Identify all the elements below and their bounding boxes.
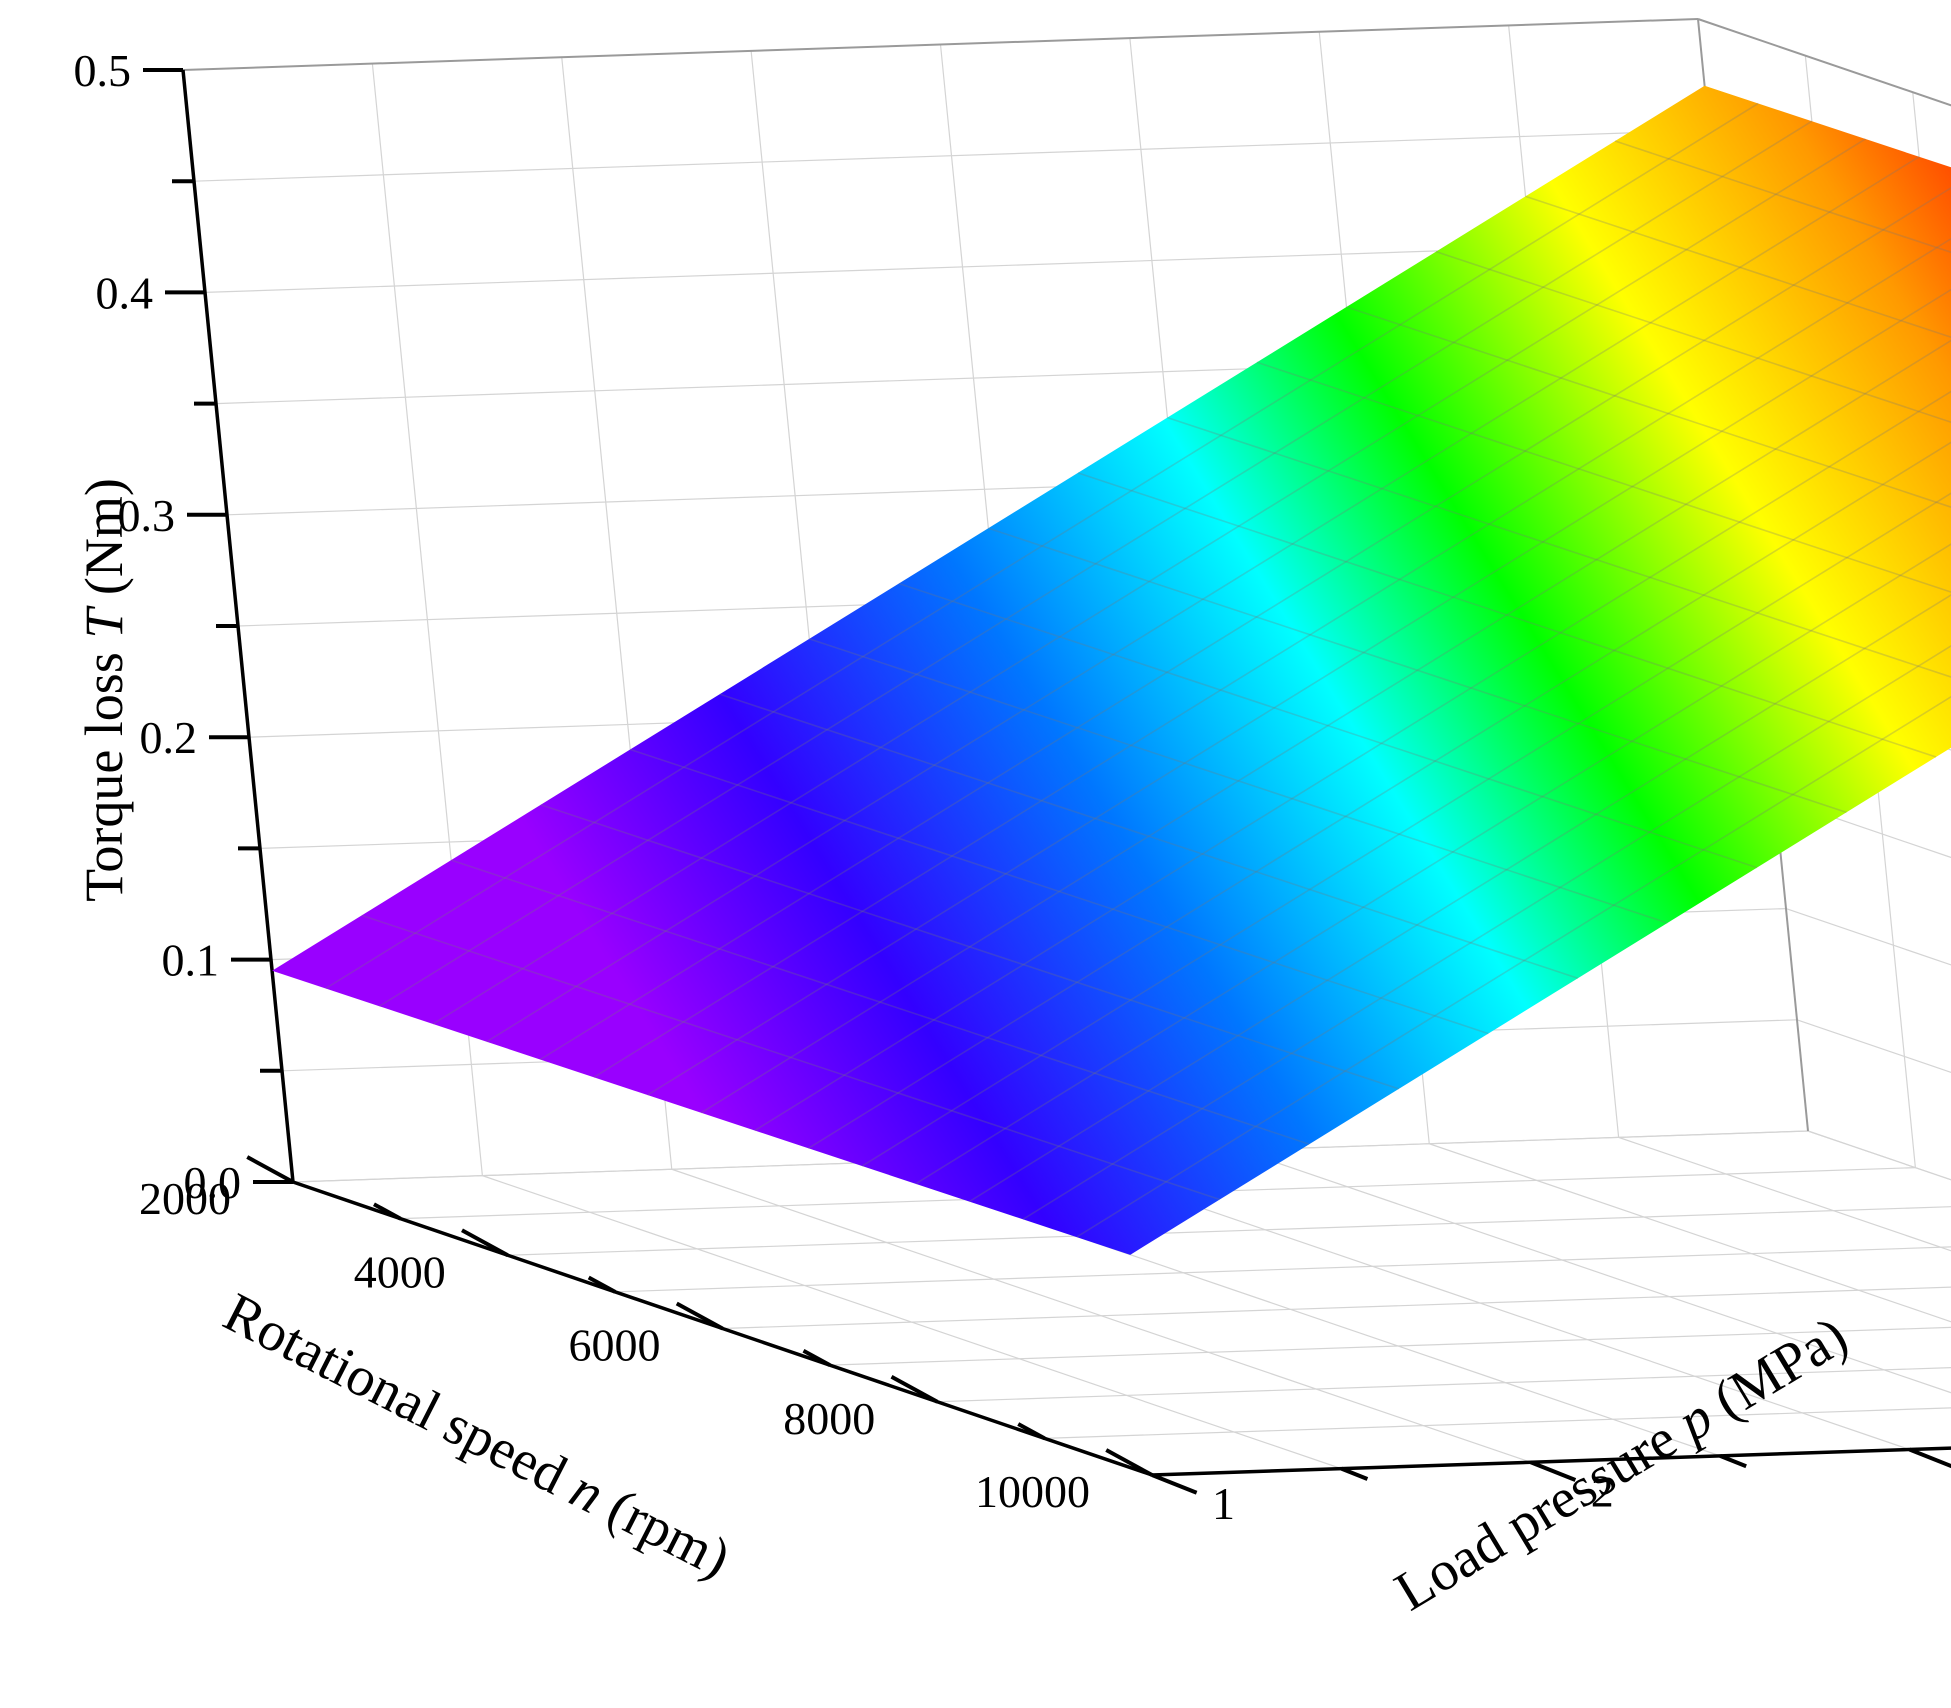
x-tick-mark	[675, 1301, 724, 1331]
x-tick-label: 4000	[354, 1246, 446, 1297]
x-tick-mark	[802, 1348, 831, 1367]
grid-line	[1044, 1407, 1951, 1439]
surface-mesh-line	[486, 156, 1920, 1043]
x-tick-label: 6000	[569, 1320, 661, 1371]
surface-mesh-line	[325, 102, 1759, 990]
surface-polygon	[272, 85, 1951, 1255]
surface-mesh-line	[988, 527, 1847, 814]
surface-mesh-line	[432, 138, 1866, 1025]
z-tick-label: 0.4	[96, 267, 154, 318]
surface-mesh-line	[1346, 306, 1951, 508]
surface-mesh-line	[861, 492, 1951, 1167]
surface-mesh-line	[809, 638, 1668, 924]
x-tick-label: 2000	[139, 1173, 231, 1224]
surface-mesh-line	[1256, 361, 1951, 593]
box-edge	[1697, 18, 1951, 107]
surface-mesh-line	[915, 543, 1951, 1185]
surface-mesh-line	[539, 187, 1951, 1061]
grid-line	[1796, 1019, 1951, 1073]
z-tick-label: 0.3	[118, 490, 176, 541]
y-tick-mark	[1151, 1473, 1198, 1495]
grid-line	[1785, 908, 1951, 966]
surface-mesh-line	[361, 914, 1221, 1201]
surface-mesh-line	[754, 390, 1951, 1132]
grid-line	[1239, 1149, 1951, 1394]
y-tick-mark	[1719, 1454, 1747, 1469]
y-tick-mark	[1530, 1460, 1577, 1482]
surface-mesh-line	[378, 120, 1813, 1007]
surface-mesh-line	[1076, 695, 1951, 1238]
surface-mesh-line	[719, 693, 1579, 980]
surface-mesh-line	[700, 339, 1951, 1114]
x-tick-mark	[461, 1228, 509, 1258]
axes	[143, 68, 1951, 1495]
grid-line	[1429, 1143, 1951, 1323]
surface-mesh-line	[1022, 645, 1951, 1220]
x-axis-label: Rotational speed n (rpm)	[214, 1281, 740, 1590]
y-tick-label: 2	[1591, 1465, 1614, 1516]
grid-line	[1774, 796, 1951, 859]
grid-line	[671, 1168, 1531, 1463]
x-tick-label: 8000	[783, 1393, 875, 1444]
z-tick-label: 0.1	[162, 935, 220, 986]
tick-labels: 0.0 0.1 0.2 0.3 0.4 0.5 2000 4000 6000 8000 10000 1…	[74, 45, 1614, 1529]
grid-line	[482, 1175, 1342, 1470]
surface-mesh-line	[1525, 195, 1951, 339]
z-tick-label: 0.5	[74, 45, 132, 96]
surface	[272, 85, 1951, 1255]
surface-mesh-line	[808, 441, 1951, 1149]
y-tick-mark	[1908, 1447, 1951, 1469]
z-axis-label: Torque loss T (Nm)	[74, 478, 134, 902]
x-tick-mark	[1105, 1448, 1153, 1477]
surface-mesh-line	[1167, 416, 1951, 678]
y-axis-line	[1151, 1446, 1951, 1477]
grid-line	[193, 129, 1710, 182]
x-tick-label: 10000	[975, 1466, 1090, 1517]
surface-mesh-line	[1435, 250, 1951, 424]
surface-mesh-line	[968, 594, 1951, 1203]
x-tick-mark	[373, 1202, 402, 1221]
x-tick-mark	[1017, 1422, 1046, 1441]
grid-line	[1151, 1447, 1951, 1476]
grid-line	[1618, 1136, 1951, 1252]
surface-mesh-line	[898, 582, 1758, 869]
surface-mesh-line	[1077, 472, 1937, 758]
surface-mesh-line	[450, 859, 1310, 1145]
x-tick-mark	[587, 1275, 617, 1294]
z-tick-label: 0.0	[184, 1157, 242, 1208]
surface-mesh-line	[629, 748, 1489, 1035]
surface-mesh-line	[1614, 140, 1951, 254]
surface-mesh-line	[540, 804, 1400, 1090]
grid-line	[1807, 1130, 1951, 1181]
z-tick-label: 0.2	[140, 712, 198, 763]
y-tick-mark	[1340, 1466, 1369, 1481]
grid-line	[1807, 1130, 1951, 1181]
x-tick-mark	[890, 1375, 939, 1404]
box-edge	[182, 18, 1699, 71]
surface-mesh-line	[593, 237, 1951, 1078]
grid-line	[615, 1246, 1951, 1293]
x-tick-mark	[246, 1155, 294, 1184]
y-tick-label: 1	[1212, 1478, 1235, 1529]
surface-mesh-line	[647, 288, 1951, 1096]
